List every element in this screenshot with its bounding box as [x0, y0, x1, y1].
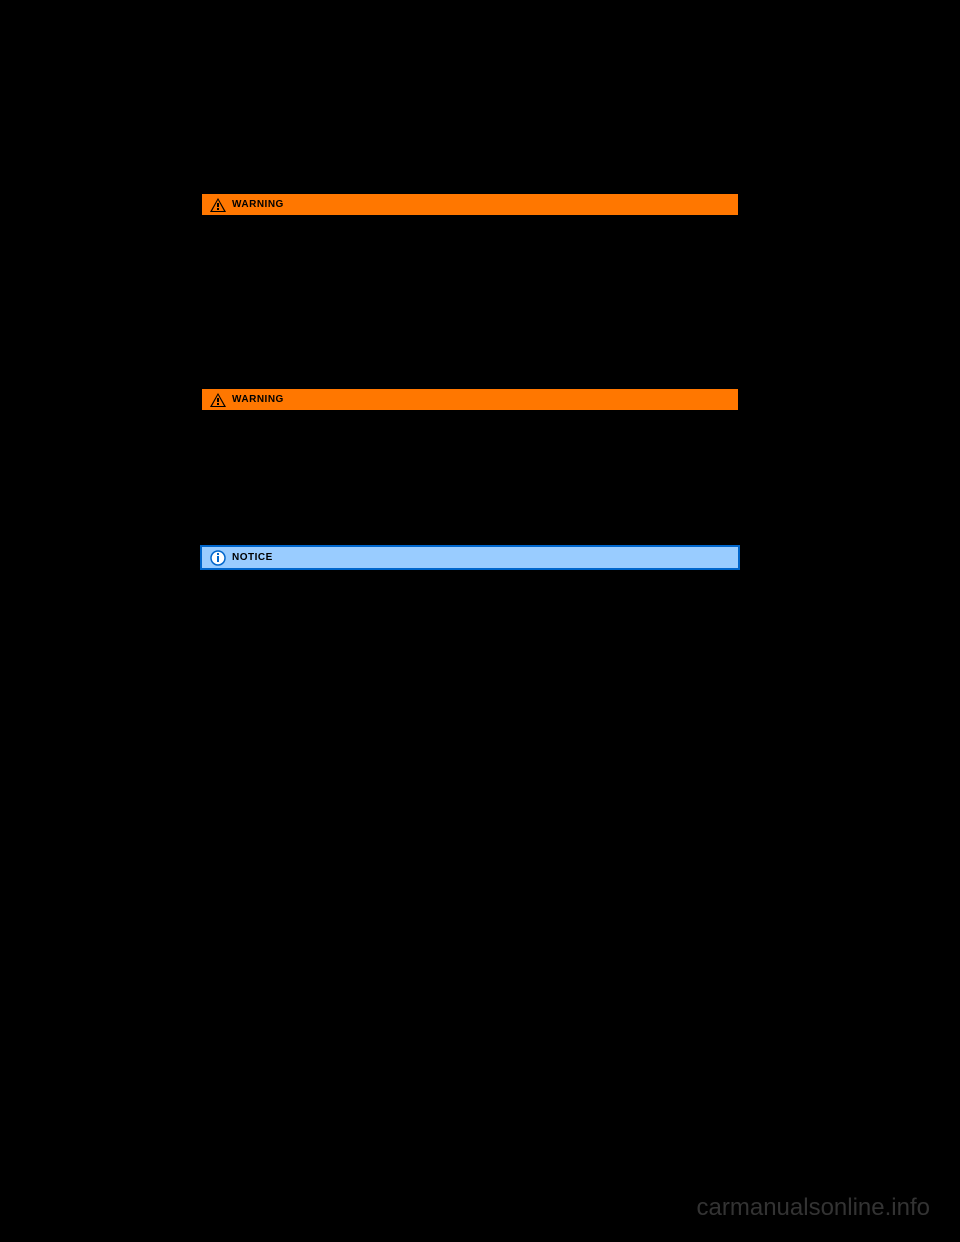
warning-triangle-icon: [210, 392, 226, 408]
manual-page: WARNING WARNING NOTICE: [200, 192, 740, 570]
notice-label: NOTICE: [232, 552, 273, 563]
warning-callout-1: WARNING: [200, 192, 740, 217]
warning-label: WARNING: [232, 199, 284, 210]
content-spacer: [200, 217, 740, 387]
warning-triangle-icon: [210, 197, 226, 213]
info-circle-icon: [210, 550, 226, 566]
warning-label: WARNING: [232, 394, 284, 405]
content-spacer: [200, 412, 740, 545]
watermark-text: carmanualsonline.info: [697, 1194, 930, 1222]
warning-callout-2: WARNING: [200, 387, 740, 412]
notice-callout: NOTICE: [200, 545, 740, 570]
